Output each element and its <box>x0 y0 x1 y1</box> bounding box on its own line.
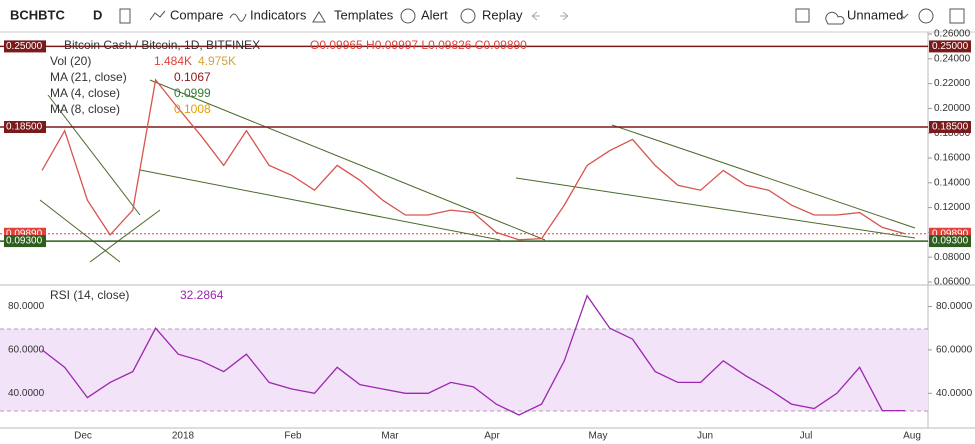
compare-button[interactable]: Compare <box>170 7 223 22</box>
indicator-name: MA (4, close) <box>50 86 120 100</box>
indicator-value: 0.0999 <box>174 86 211 100</box>
price-label-bg <box>929 121 971 133</box>
fullscreen[interactable] <box>795 8 810 23</box>
rsi-tick-label: 80.0000 <box>936 301 973 312</box>
indicators-icon <box>229 13 247 22</box>
indicator-value: 4.975K <box>198 54 236 68</box>
y-tick-label: 0.16000 <box>934 153 971 164</box>
time-label: Aug <box>903 431 921 442</box>
y-tick-label: 0.06000 <box>934 277 971 288</box>
rsi-band <box>0 329 928 411</box>
rsi-tick-label: 60.0000 <box>936 345 973 356</box>
indicator-value: 0.1067 <box>174 70 211 84</box>
price-label-bg <box>929 40 971 53</box>
price-label: 0.18500 <box>932 122 969 133</box>
y-tick-label: 0.08000 <box>934 252 971 263</box>
price-label: 0.25000 <box>6 41 43 52</box>
y-tick-label: 0.26000 <box>934 29 971 40</box>
toolbar <box>0 0 975 32</box>
symbol[interactable]: BCHBTC <box>10 7 65 22</box>
time-label: 2018 <box>172 431 195 442</box>
rsi-value: 32.2864 <box>180 288 224 302</box>
time-label: Feb <box>284 431 302 442</box>
price-label-bg <box>4 235 46 248</box>
time-label: Apr <box>484 431 500 442</box>
price-label-bg <box>929 235 971 248</box>
indicator-name: Vol (20) <box>50 54 91 68</box>
y-tick-label: 0.22000 <box>934 78 971 89</box>
interval[interactable]: D <box>93 7 102 22</box>
price-label: 0.18500 <box>6 122 43 133</box>
dropdown[interactable] <box>899 13 909 19</box>
panel-toggle[interactable] <box>949 8 965 24</box>
replay-icon <box>460 8 476 24</box>
time-label: Jun <box>697 431 713 442</box>
cloud-icon <box>825 11 845 25</box>
rsi-line <box>41 294 905 416</box>
undo[interactable] <box>531 11 540 21</box>
rsi-tick-label-left: 80.0000 <box>8 301 45 312</box>
replay-button[interactable]: Replay <box>482 7 523 22</box>
price-label: 0.09300 <box>6 236 43 247</box>
candle-icon[interactable] <box>119 8 131 24</box>
price-label: 0.09300 <box>932 236 969 247</box>
close-line <box>41 78 906 241</box>
y-tick-label: 0.12000 <box>934 202 971 213</box>
y-tick-label: 0.14000 <box>934 177 971 188</box>
rsi-tick-label-left: 40.0000 <box>8 388 45 399</box>
indicator-name: MA (21, close) <box>50 70 127 84</box>
series-title: Bitcoin Cash / Bitcoin, 1D, BITFINEX <box>64 38 260 52</box>
price-label-bg <box>4 121 46 133</box>
price-label-bg <box>4 40 46 53</box>
price-label: 0.09890 <box>932 228 969 239</box>
indicator-value: 1.484K <box>154 54 192 68</box>
trend-lines <box>39 79 916 263</box>
y-tick-label: 0.20000 <box>934 103 971 114</box>
y-tick-label: 0.24000 <box>934 53 971 64</box>
indicator-name: MA (8, close) <box>50 102 120 116</box>
templates-button[interactable]: Templates <box>334 7 394 22</box>
y-tick-label: 0.18000 <box>934 128 971 139</box>
settings[interactable] <box>918 8 934 24</box>
ohlc: O0.09965 H0.09997 L0.09826 C0.09890 <box>310 38 527 52</box>
time-label: Mar <box>381 431 399 442</box>
alert-icon <box>400 8 416 24</box>
redo[interactable] <box>560 11 569 21</box>
indicators-button[interactable]: Indicators <box>250 7 307 22</box>
price-label: 0.25000 <box>932 41 969 52</box>
time-label: May <box>589 431 608 442</box>
indicator-value: 0.1008 <box>174 102 211 116</box>
compare-icon <box>149 10 166 21</box>
price-label: 0.09890 <box>6 228 43 239</box>
layout-name[interactable]: Unnamed <box>847 7 903 22</box>
templates-icon <box>312 11 326 23</box>
rsi-name: RSI (14, close) <box>50 288 129 302</box>
rsi-tick-label-left: 60.0000 <box>8 345 45 356</box>
time-label: Dec <box>74 431 92 442</box>
alert-button[interactable]: Alert <box>421 7 448 22</box>
rsi-tick-label: 40.0000 <box>936 388 973 399</box>
time-label: Jul <box>800 431 813 442</box>
